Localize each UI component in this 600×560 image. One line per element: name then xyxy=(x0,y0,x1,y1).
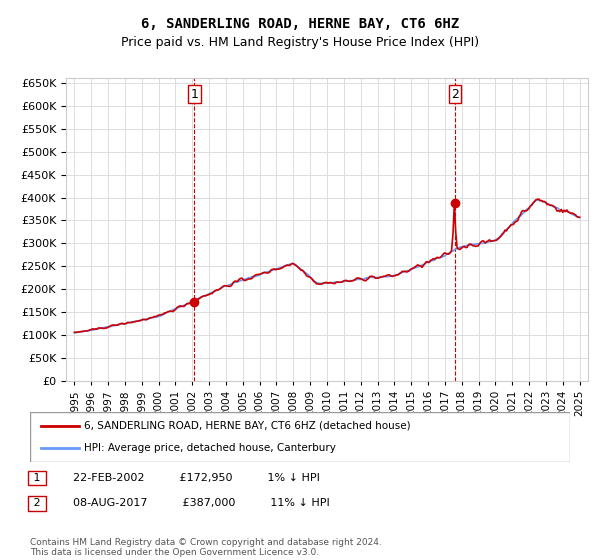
Text: 6, SANDERLING ROAD, HERNE BAY, CT6 6HZ (detached house): 6, SANDERLING ROAD, HERNE BAY, CT6 6HZ (… xyxy=(84,421,410,431)
FancyBboxPatch shape xyxy=(30,412,570,462)
Text: 2: 2 xyxy=(30,498,44,508)
Text: 2: 2 xyxy=(451,87,459,101)
Text: Price paid vs. HM Land Registry's House Price Index (HPI): Price paid vs. HM Land Registry's House … xyxy=(121,36,479,49)
Text: 1: 1 xyxy=(30,473,44,483)
Text: Contains HM Land Registry data © Crown copyright and database right 2024.
This d: Contains HM Land Registry data © Crown c… xyxy=(30,538,382,557)
Text: 1: 1 xyxy=(191,87,199,101)
Text: 6, SANDERLING ROAD, HERNE BAY, CT6 6HZ: 6, SANDERLING ROAD, HERNE BAY, CT6 6HZ xyxy=(141,17,459,31)
Text: HPI: Average price, detached house, Canterbury: HPI: Average price, detached house, Cant… xyxy=(84,443,336,453)
Text: 22-FEB-2002          £172,950          1% ↓ HPI: 22-FEB-2002 £172,950 1% ↓ HPI xyxy=(66,473,320,483)
Text: 08-AUG-2017          £387,000          11% ↓ HPI: 08-AUG-2017 £387,000 11% ↓ HPI xyxy=(66,498,330,508)
